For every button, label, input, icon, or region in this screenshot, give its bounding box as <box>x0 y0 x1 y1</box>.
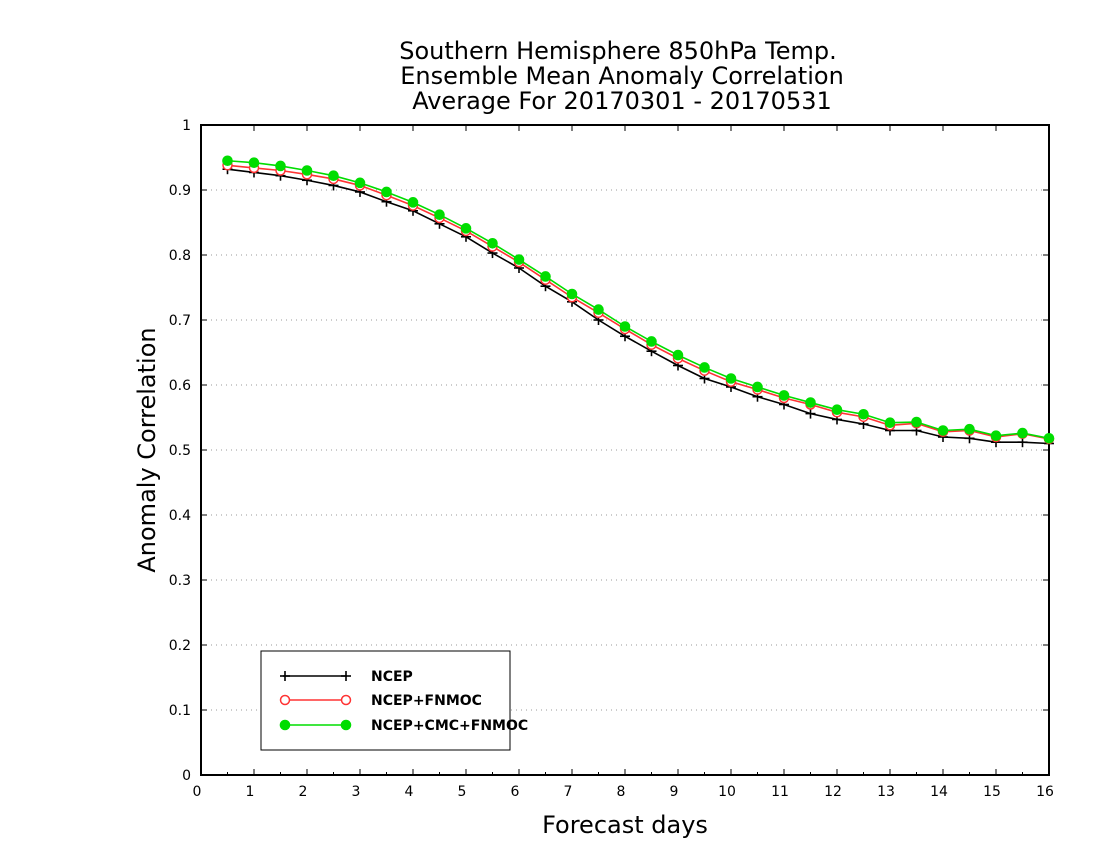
data-point <box>752 381 763 393</box>
data-point <box>487 238 498 249</box>
x-tick-label: 13 <box>877 784 895 800</box>
data-point <box>911 416 922 428</box>
legend-marker <box>340 694 352 706</box>
data-point <box>937 425 949 436</box>
y-tick-label: 0.7 <box>169 313 191 329</box>
y-tick-label: 0.2 <box>169 638 191 654</box>
series-ncep <box>222 164 1054 449</box>
y-tick-label: 0 <box>182 768 191 784</box>
data-point <box>275 160 286 172</box>
legend-marker <box>279 719 291 731</box>
x-tick-label: 4 <box>405 784 414 800</box>
data-point <box>381 186 392 198</box>
y-tick-label: 0.8 <box>169 248 191 264</box>
series-line <box>227 164 1050 440</box>
data-point <box>884 417 896 429</box>
legend-label: NCEP+CMC+FNMOC <box>371 718 528 734</box>
x-tick-label: 2 <box>299 784 308 800</box>
y-tick-label: 0.5 <box>169 443 191 459</box>
legend-entry: NCEP+FNMOC <box>279 693 482 709</box>
data-point <box>460 223 472 234</box>
data-point <box>248 157 260 168</box>
x-axis-label: Forecast days <box>542 811 708 839</box>
data-point <box>778 390 790 401</box>
series-line <box>227 168 1050 445</box>
y-tick-label: 1 <box>182 118 191 134</box>
x-tick-label: 11 <box>771 784 789 800</box>
y-tick-label: 0.4 <box>169 508 191 524</box>
legend-marker <box>280 671 290 681</box>
data-point <box>540 271 551 282</box>
legend-entry: NCEP <box>280 669 413 685</box>
data-point <box>619 321 631 332</box>
data-point <box>328 170 339 181</box>
x-tick-label: 12 <box>824 784 842 800</box>
x-tick-label: 14 <box>930 784 948 800</box>
title-line-1: Southern Hemisphere 850hPa Temp. <box>399 37 836 65</box>
x-tick-label: 16 <box>1036 784 1054 800</box>
legend-label: NCEP <box>371 669 413 685</box>
data-point <box>858 408 869 420</box>
x-tick-label: 8 <box>617 784 626 800</box>
legend-entry: NCEP+CMC+FNMOC <box>279 718 528 734</box>
legend-marker <box>340 719 352 731</box>
data-point <box>354 177 366 189</box>
chart-title: Southern Hemisphere 850hPa Temp. Ensembl… <box>399 37 844 115</box>
x-tick-label: 9 <box>670 784 679 800</box>
legend-marker <box>279 694 291 706</box>
data-point <box>301 165 313 176</box>
legend-marker <box>341 671 351 681</box>
x-tick-label: 10 <box>718 784 736 800</box>
series-ncep-cmc-fnmoc <box>222 155 1055 444</box>
series-ncep-fnmoc <box>222 160 1055 445</box>
x-tick-label: 15 <box>983 784 1001 800</box>
data-point <box>646 336 657 347</box>
series-line <box>227 159 1050 440</box>
data-point <box>964 423 975 435</box>
axis-ticks <box>200 124 1050 776</box>
data-point <box>672 349 684 361</box>
y-axis-label: Anomaly Correlation <box>133 327 161 572</box>
data-point <box>725 373 737 384</box>
data-point <box>222 155 233 167</box>
x-tick-label: 1 <box>246 784 255 800</box>
series-lines <box>222 155 1055 449</box>
data-point <box>513 254 525 265</box>
data-point <box>434 209 445 220</box>
y-tick-label: 0.3 <box>169 573 191 589</box>
data-point <box>805 408 816 419</box>
x-tick-labels: 0 1 2 3 4 5 6 7 8 9 10 11 12 13 14 15 16 <box>193 784 1054 800</box>
legend: NCEP NCEP+FNMOC NCEP+CMC+FNMOC <box>260 650 528 751</box>
data-point <box>407 197 419 208</box>
title-line-3: Average For 20170301 - 20170531 <box>412 87 832 115</box>
data-point <box>990 430 1002 442</box>
y-tick-label: 0.1 <box>169 703 191 719</box>
y-tick-label: 0.6 <box>169 378 191 394</box>
data-point <box>805 397 816 408</box>
data-point <box>566 288 578 300</box>
x-tick-label: 6 <box>511 784 520 800</box>
data-point <box>831 404 843 416</box>
data-point <box>1017 427 1028 439</box>
x-tick-label: 3 <box>352 784 361 800</box>
data-point <box>593 304 604 315</box>
title-line-2: Ensemble Mean Anomaly Correlation <box>400 62 844 90</box>
data-point <box>699 362 710 373</box>
y-tick-labels: 0 0.1 0.2 0.3 0.4 0.5 0.6 0.7 0.8 0.9 1 <box>169 118 191 784</box>
data-point <box>1043 433 1055 444</box>
y-tick-label: 0.9 <box>169 183 191 199</box>
x-tick-label: 0 <box>193 784 202 800</box>
legend-label: NCEP+FNMOC <box>371 693 482 709</box>
grid <box>201 189 1049 711</box>
x-tick-label: 5 <box>458 784 467 800</box>
x-tick-label: 7 <box>564 784 573 800</box>
